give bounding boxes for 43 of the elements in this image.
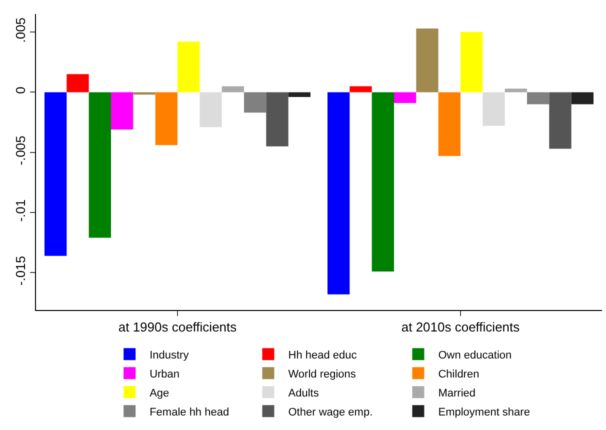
y-tick-label: -.005 <box>12 136 28 166</box>
bar <box>416 28 438 92</box>
legend-label: Children <box>438 368 480 380</box>
bar <box>44 92 67 256</box>
legend-label: Employment share <box>438 406 530 418</box>
bar <box>549 92 572 149</box>
y-tick-label: -.015 <box>12 256 28 286</box>
bar <box>527 92 550 104</box>
bar <box>222 86 244 92</box>
bar <box>350 86 372 92</box>
legend-label: Own education <box>438 349 512 362</box>
y-tick-label: .005 <box>12 17 28 43</box>
bar <box>504 88 528 92</box>
legend-label: Other wage emp. <box>288 406 373 418</box>
y-tick-label: -.01 <box>12 199 28 222</box>
legend-label: Married <box>438 387 476 400</box>
bar <box>571 92 594 104</box>
bar <box>66 74 89 92</box>
x-tick-label: at 1990s coefficients <box>118 320 238 335</box>
bar <box>394 92 416 104</box>
bar <box>133 92 156 95</box>
bar <box>178 42 200 92</box>
bar <box>482 92 505 126</box>
bar <box>200 92 222 128</box>
x-tick-label: at 2010s coefficients <box>401 320 520 335</box>
bar <box>244 92 266 113</box>
y-tick-label: 0 <box>12 86 28 94</box>
legend-label: Hh head educ <box>288 349 358 362</box>
bar <box>460 32 483 92</box>
bar <box>111 92 134 130</box>
bar <box>155 92 178 146</box>
legend-label: Urban <box>150 368 180 380</box>
bar <box>88 92 111 238</box>
bar <box>288 92 311 98</box>
legend-label: Adults <box>288 387 320 400</box>
bar <box>438 92 460 156</box>
bar <box>372 92 394 272</box>
legend-label: Industry <box>150 349 190 362</box>
legend-label: Female hh head <box>150 406 230 418</box>
legend-label: Age <box>150 387 170 400</box>
legend-label: World regions <box>288 368 356 380</box>
bar <box>266 92 288 146</box>
bar <box>327 92 350 294</box>
